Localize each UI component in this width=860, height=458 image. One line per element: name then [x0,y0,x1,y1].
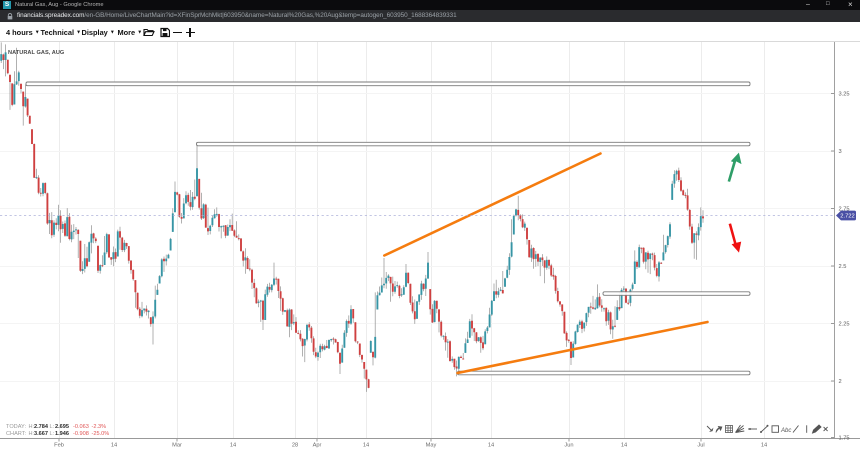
svg-text:2.75: 2.75 [839,207,850,213]
svg-text:May: May [426,443,437,449]
svg-text:Apr: Apr [313,443,322,449]
svg-text:1.75: 1.75 [839,436,850,442]
svg-text:-2.3%: -2.3% [92,424,107,430]
svg-text:14: 14 [111,443,117,449]
svg-text:1.946: 1.946 [55,431,69,437]
svg-text:2.695: 2.695 [55,424,69,430]
svg-text:NATURAL GAS, AUG: NATURAL GAS, AUG [8,50,64,56]
svg-text:14: 14 [230,443,236,449]
svg-text:Mar: Mar [172,443,182,449]
svg-text:-25.0%: -25.0% [92,431,110,437]
svg-text:14: 14 [761,443,767,449]
svg-text:H:: H: [29,424,35,430]
svg-text:2.5: 2.5 [839,264,847,270]
svg-text:2.784: 2.784 [34,424,49,430]
svg-text:28: 28 [292,443,298,449]
svg-text:14: 14 [621,443,627,449]
svg-text:Feb: Feb [54,443,64,449]
svg-text:Abc: Abc [780,428,791,434]
svg-text:2.25: 2.25 [839,322,850,328]
svg-text:2.722: 2.722 [840,214,855,220]
svg-text:Jul: Jul [697,443,704,449]
svg-text:3.25: 3.25 [839,92,850,98]
svg-text:L:: L: [50,424,55,430]
svg-text:3.667: 3.667 [34,431,48,437]
svg-text:14: 14 [363,443,369,449]
svg-text:-0.063: -0.063 [73,424,89,430]
svg-text:H:: H: [29,431,35,437]
svg-text:L:: L: [50,431,55,437]
svg-text:2: 2 [839,379,842,385]
svg-text:-0.908: -0.908 [73,431,89,437]
svg-text:CHART:: CHART: [6,431,27,437]
svg-text:3: 3 [839,149,842,155]
svg-text:TODAY:: TODAY: [6,424,26,430]
svg-text:14: 14 [488,443,494,449]
svg-text:Jun: Jun [564,443,573,449]
